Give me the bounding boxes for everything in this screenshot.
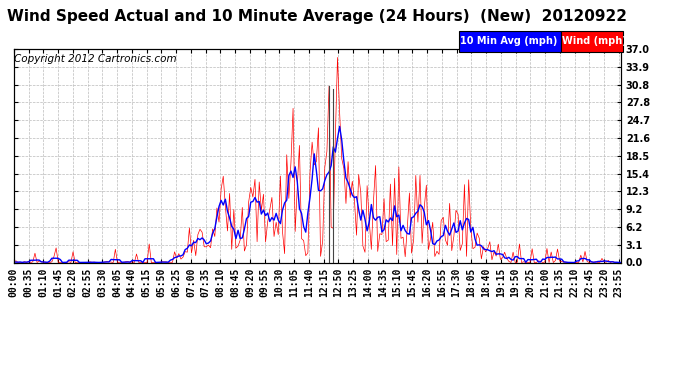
Text: Wind (mph): Wind (mph) — [562, 36, 627, 46]
Text: Copyright 2012 Cartronics.com: Copyright 2012 Cartronics.com — [14, 54, 177, 64]
Text: 10 Min Avg (mph): 10 Min Avg (mph) — [460, 36, 558, 46]
Text: Wind Speed Actual and 10 Minute Average (24 Hours)  (New)  20120922: Wind Speed Actual and 10 Minute Average … — [8, 9, 627, 24]
